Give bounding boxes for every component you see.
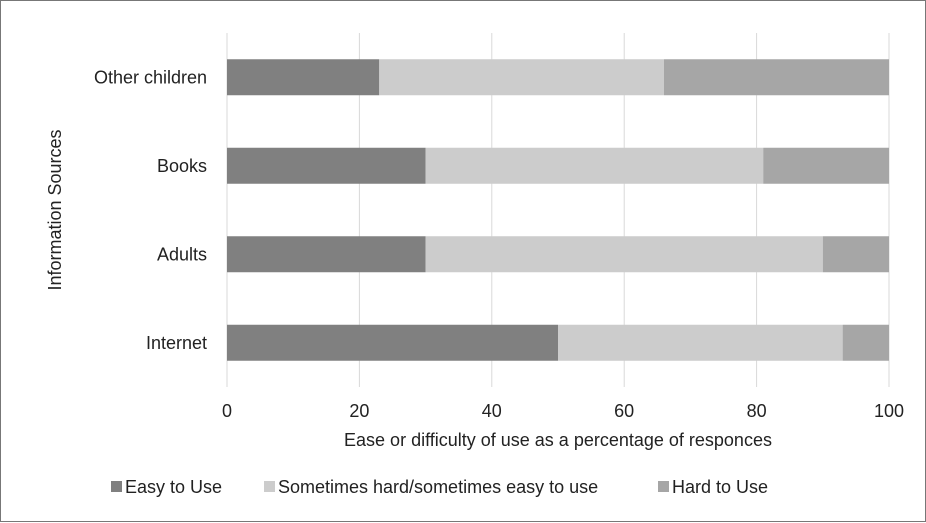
x-tick-label: 40 <box>482 401 502 421</box>
x-tick-label: 100 <box>874 401 904 421</box>
legend-swatch <box>658 481 669 492</box>
legend-swatch <box>111 481 122 492</box>
legend-label: Easy to Use <box>125 477 222 497</box>
bar-segment <box>822 236 889 273</box>
bar-segment <box>227 324 558 361</box>
x-tick-label: 0 <box>222 401 232 421</box>
y-category-label: Other children <box>94 67 207 87</box>
bar-segment <box>425 236 823 273</box>
y-category-label: Internet <box>146 333 207 353</box>
x-tick-label: 60 <box>614 401 634 421</box>
x-axis-label: Ease or difficulty of use as a percentag… <box>344 430 772 450</box>
bar-segment <box>842 324 889 361</box>
bar-segment <box>425 147 764 184</box>
bar-segment <box>227 236 426 273</box>
y-category-label: Books <box>157 156 207 176</box>
y-category-label: Adults <box>157 244 207 264</box>
y-axis-label: Information Sources <box>45 129 65 290</box>
bar-segment <box>227 147 426 184</box>
legend-label: Hard to Use <box>672 477 768 497</box>
bar-segment <box>379 59 664 96</box>
x-tick-labels: 0 20 40 60 80 100 <box>222 401 904 421</box>
bar-segment <box>763 147 889 184</box>
bar-segment <box>558 324 843 361</box>
bar-segment <box>663 59 889 96</box>
bar-segment <box>227 59 380 96</box>
x-tick-label: 20 <box>349 401 369 421</box>
legend-swatch <box>264 481 275 492</box>
legend-label: Sometimes hard/sometimes easy to use <box>278 477 598 497</box>
legend: Easy to Use Sometimes hard/sometimes easy… <box>111 477 768 497</box>
bars <box>227 59 889 361</box>
y-category-labels: Other children Books Adults Internet <box>94 67 207 353</box>
x-tick-label: 80 <box>747 401 767 421</box>
